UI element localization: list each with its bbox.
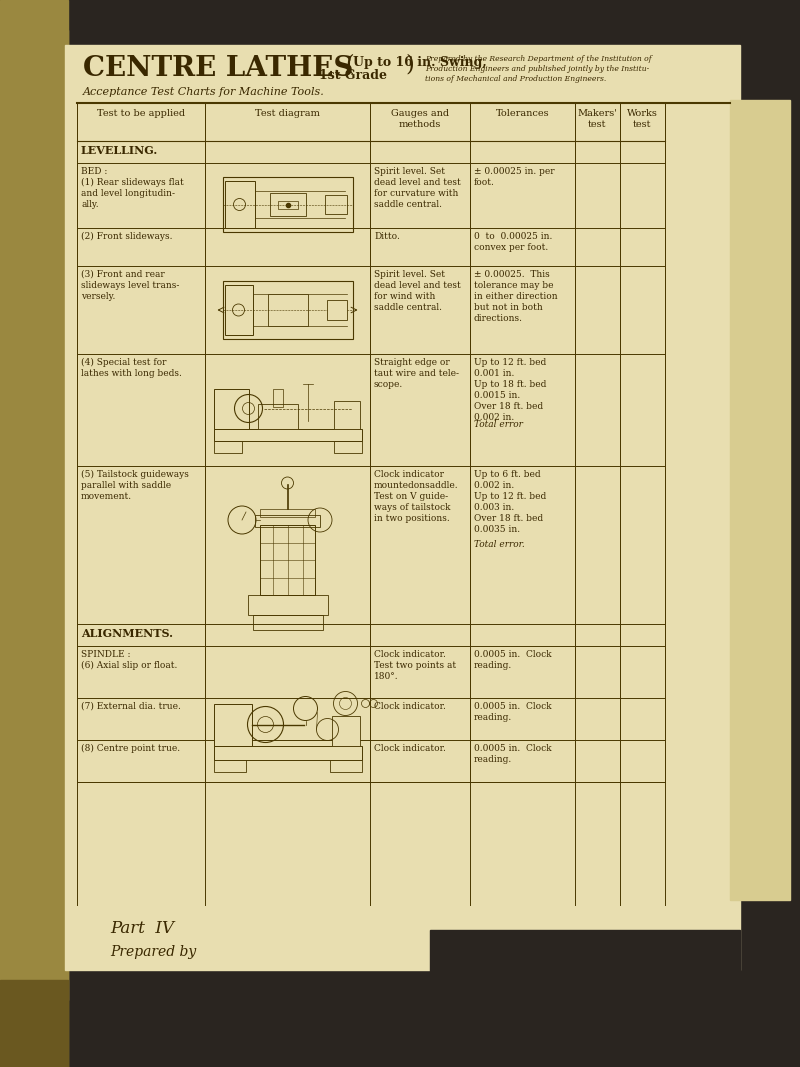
Bar xyxy=(214,429,362,441)
Bar xyxy=(222,281,353,339)
Text: Tolerances: Tolerances xyxy=(496,109,550,118)
Text: Test diagram: Test diagram xyxy=(255,109,320,118)
Bar xyxy=(331,716,359,746)
Text: Up to 16 in. Swing,: Up to 16 in. Swing, xyxy=(353,55,486,69)
Text: Clock indicator.: Clock indicator. xyxy=(374,702,446,711)
Bar xyxy=(278,201,298,208)
Text: Test to be applied: Test to be applied xyxy=(97,109,185,118)
Text: Straight edge or
taut wire and tele-
scope.: Straight edge or taut wire and tele- sco… xyxy=(374,359,459,389)
Bar xyxy=(0,0,68,1067)
Text: ± 0.00025.  This
tolerance may be
in either direction
but not in both
directions: ± 0.00025. This tolerance may be in eith… xyxy=(474,270,558,323)
Bar xyxy=(214,441,242,452)
Text: Clock indicator.
Test two points at
180°.: Clock indicator. Test two points at 180°… xyxy=(374,650,456,681)
Bar xyxy=(214,703,251,746)
Text: CENTRE LATHES: CENTRE LATHES xyxy=(83,55,354,82)
Text: (2) Front slideways.: (2) Front slideways. xyxy=(81,232,173,241)
Text: Spirit level. Set
dead level and test
for wind with
saddle central.: Spirit level. Set dead level and test fo… xyxy=(374,270,461,313)
Text: Prepared by: Prepared by xyxy=(110,945,196,959)
Text: Up to 6 ft. bed
0.002 in.
Up to 12 ft. bed
0.003 in.
Over 18 ft. bed
0.0035 in.: Up to 6 ft. bed 0.002 in. Up to 12 ft. b… xyxy=(474,469,546,535)
Text: Total error: Total error xyxy=(474,420,523,429)
Bar xyxy=(326,300,346,320)
Bar xyxy=(334,400,359,429)
Text: Makers'
test: Makers' test xyxy=(578,109,618,129)
Text: 0.0005 in.  Clock
reading.: 0.0005 in. Clock reading. xyxy=(474,650,552,670)
Text: (4) Special test for
lathes with long beds.: (4) Special test for lathes with long be… xyxy=(81,359,182,378)
Text: Gauges and
methods: Gauges and methods xyxy=(391,109,449,129)
Text: (3) Front and rear
slideways level trans-
versely.: (3) Front and rear slideways level trans… xyxy=(81,270,179,301)
Bar xyxy=(0,30,68,1000)
Text: 0  to  0.00025 in.
convex per foot.: 0 to 0.00025 in. convex per foot. xyxy=(474,232,552,252)
Text: (: ( xyxy=(345,53,354,75)
Text: ± 0.00025 in. per
foot.: ± 0.00025 in. per foot. xyxy=(474,168,554,187)
Text: 1st Grade: 1st Grade xyxy=(319,69,387,82)
Text: (7) External dia. true.: (7) External dia. true. xyxy=(81,702,181,711)
Bar xyxy=(325,195,346,213)
Text: ): ) xyxy=(405,53,414,75)
Bar xyxy=(260,509,315,517)
Text: Total error.: Total error. xyxy=(474,540,525,550)
Text: Ditto.: Ditto. xyxy=(374,232,400,241)
Text: Clock indicator
mountedonsaddle.
Test on V guide-
ways of tailstock
in two posit: Clock indicator mountedonsaddle. Test on… xyxy=(374,469,458,524)
Bar xyxy=(273,388,282,407)
Bar xyxy=(255,515,320,527)
Bar xyxy=(214,758,246,771)
Bar xyxy=(222,177,353,232)
Bar xyxy=(225,181,254,228)
Text: Works
test: Works test xyxy=(627,109,658,129)
Bar xyxy=(430,930,740,1067)
Bar xyxy=(730,50,800,950)
Bar xyxy=(258,403,298,429)
Bar xyxy=(260,525,315,595)
Bar xyxy=(253,615,322,630)
Bar xyxy=(330,758,362,771)
Text: Prepared by the Research Department of the Institution of
Production Engineers a: Prepared by the Research Department of t… xyxy=(425,55,652,82)
Text: Acceptance Test Charts for Machine Tools.: Acceptance Test Charts for Machine Tools… xyxy=(83,87,325,97)
Text: (5) Tailstock guideways
parallel with saddle
movement.: (5) Tailstock guideways parallel with sa… xyxy=(81,469,189,501)
Text: LEVELLING.: LEVELLING. xyxy=(81,145,158,156)
Bar xyxy=(730,100,790,899)
Text: Up to 12 ft. bed
0.001 in.
Up to 18 ft. bed
0.0015 in.
Over 18 ft. bed
0.002 in.: Up to 12 ft. bed 0.001 in. Up to 18 ft. … xyxy=(474,359,546,423)
Bar xyxy=(214,746,362,760)
Bar xyxy=(225,285,253,335)
Text: SPINDLE :
(6) Axial slip or float.: SPINDLE : (6) Axial slip or float. xyxy=(81,650,178,670)
Bar xyxy=(247,595,327,615)
Text: BED :
(1) Rear slideways flat
and level longitudin-
ally.: BED : (1) Rear slideways flat and level … xyxy=(81,168,184,209)
Text: 0.0005 in.  Clock
reading.: 0.0005 in. Clock reading. xyxy=(474,702,552,722)
Text: 0.0005 in.  Clock
reading.: 0.0005 in. Clock reading. xyxy=(474,744,552,764)
Bar xyxy=(270,193,306,217)
Bar xyxy=(214,388,249,429)
Bar xyxy=(267,294,307,325)
Text: (8) Centre point true.: (8) Centre point true. xyxy=(81,744,180,753)
Text: Spirit level. Set
dead level and test
for curvature with
saddle central.: Spirit level. Set dead level and test fo… xyxy=(374,168,461,209)
Bar xyxy=(0,980,68,1067)
Bar xyxy=(334,441,362,452)
Text: Part  IV: Part IV xyxy=(110,920,174,937)
Bar xyxy=(65,45,740,970)
Text: Clock indicator.: Clock indicator. xyxy=(374,744,446,753)
Text: ALIGNMENTS.: ALIGNMENTS. xyxy=(81,628,173,639)
